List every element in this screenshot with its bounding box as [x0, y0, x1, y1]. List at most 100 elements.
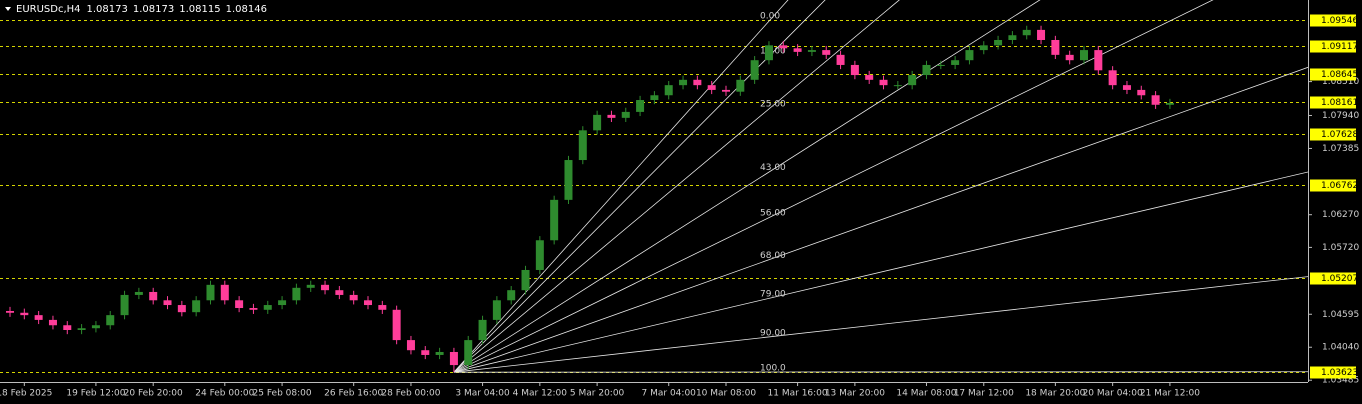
fan-line [453, 171, 1308, 373]
level-label: 1.06762 [1321, 181, 1358, 191]
candle-body [106, 315, 115, 326]
symbol: EURUSDc,H4 [16, 4, 81, 15]
x-tick-label: 3 Mar 04:00 [455, 389, 510, 399]
candle-body [936, 64, 945, 66]
x-tick-label: 20 Feb 20:00 [124, 389, 183, 399]
y-tick-label: 1.04040 [1322, 343, 1359, 353]
x-tick-label: 19 Feb 12:00 [66, 389, 125, 399]
candle-body [822, 50, 831, 55]
menu-arrow[interactable] [5, 7, 11, 11]
fan-label: 0.00 [760, 12, 780, 22]
candle-body [364, 300, 372, 306]
candle-body [392, 309, 401, 341]
x-tick-label: 28 Feb 00:00 [381, 389, 440, 399]
candle-body [1122, 85, 1131, 90]
candle-body [1137, 89, 1146, 96]
candle-body [965, 50, 974, 61]
x-tick-label: 18 Mar 20:00 [1025, 389, 1085, 399]
x-tick-label: 10 Mar 08:00 [696, 389, 756, 399]
candle-body [664, 85, 673, 96]
x-tick-label: 25 Feb 08:00 [253, 389, 312, 399]
candle-body [134, 291, 143, 295]
candle-body [406, 340, 415, 351]
candle-body [979, 45, 988, 51]
candle-body [306, 284, 315, 288]
candle-body [349, 294, 358, 301]
candle-body [707, 85, 716, 90]
level-label: 1.08645 [1321, 70, 1358, 80]
axes: 1.08510 1.07940 1.07385 1.06270 1.05720 1.045… [0, 14, 1359, 399]
candle-body [464, 340, 473, 366]
fan-line [453, 0, 789, 373]
y-tick-label: 1.06270 [1322, 210, 1359, 220]
x-tick-label: 17 Mar 12:00 [954, 389, 1014, 399]
y-tick-label: 1.04595 [1322, 310, 1359, 320]
level-label-box [1310, 96, 1356, 109]
candle-body [321, 284, 330, 291]
x-tick-label: 7 Mar 04:00 [642, 389, 697, 399]
level-label-box [1310, 128, 1356, 141]
fan-label: 56.00 [760, 209, 786, 219]
candle-body [535, 240, 544, 270]
x-tick-label: 26 Feb 16:00 [324, 389, 383, 399]
candle-body [77, 328, 86, 331]
candle-body [435, 351, 444, 355]
candle-body [679, 79, 688, 86]
fan-label: 90.00 [760, 328, 786, 338]
candle-body [235, 300, 244, 309]
candle-body [908, 75, 917, 86]
candle-body [521, 269, 530, 291]
fan-line [453, 0, 1041, 373]
level-label: 1.03623 [1321, 368, 1358, 378]
level-label-box [1310, 40, 1356, 53]
candle-body [292, 287, 301, 301]
candle-body [793, 48, 802, 52]
fan-line [453, 0, 826, 373]
level-label: 1.09117 [1321, 42, 1358, 52]
candle-body [750, 60, 759, 80]
candle-body [636, 100, 645, 112]
candle-body [335, 290, 344, 295]
level-label: 1.05207 [1321, 274, 1358, 284]
plot-area: 0.00 10.00 25.00 43.00 56.00 68.00 79.00 90.00 1… [0, 0, 1308, 374]
candle-body [865, 75, 874, 80]
candle-body [378, 305, 387, 310]
candle-body [578, 130, 587, 161]
x-tick-label: 5 Mar 20:00 [570, 389, 625, 399]
candle-body [922, 64, 931, 76]
header-price: 1.08173 [133, 4, 174, 15]
candle-body [492, 300, 501, 320]
candle-body [20, 312, 29, 316]
y-tick-label: 1.03485 [1322, 376, 1359, 386]
x-tick-label: 24 Feb 00:00 [195, 389, 254, 399]
level-label-box [1310, 366, 1356, 379]
candle-body [1108, 70, 1117, 86]
candle-body [120, 294, 129, 316]
header-price: 1.08146 [226, 4, 267, 15]
fan-label: 25.00 [760, 100, 786, 110]
candle-body [736, 79, 745, 92]
candle-body [693, 79, 702, 86]
header-price: 1.08115 [179, 4, 220, 15]
level-label-box [1310, 272, 1356, 285]
x-tick-label: 21 Mar 12:00 [1140, 389, 1200, 399]
level-label-box [1310, 14, 1356, 27]
candle-body [1080, 50, 1088, 61]
candle-body [34, 315, 43, 320]
candle-body [91, 325, 100, 329]
candle-body [206, 284, 215, 301]
x-tick-label: 20 Mar 04:00 [1083, 389, 1143, 399]
fan-line [453, 0, 1214, 373]
level-label-box [1310, 179, 1356, 192]
candle-body [764, 45, 773, 61]
candle-body [1165, 102, 1174, 105]
candle-body [192, 300, 201, 313]
x-tick-label: 4 Mar 12:00 [513, 389, 568, 399]
candle-body [621, 111, 630, 118]
candle-body [163, 300, 172, 306]
candle-body [550, 199, 559, 241]
candle-body [564, 160, 573, 200]
candle-body [249, 308, 258, 310]
fan-line [453, 66, 1308, 373]
